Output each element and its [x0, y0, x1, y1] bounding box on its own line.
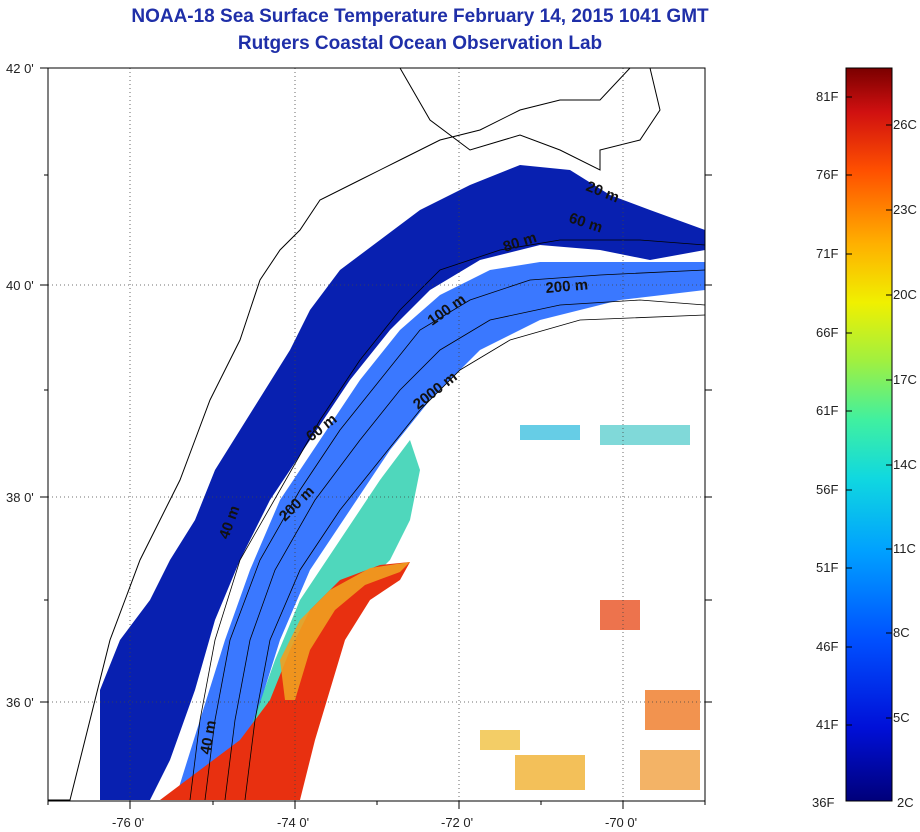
lon-label: -74 0' [277, 815, 309, 830]
cb-f-label: 81F [816, 89, 839, 104]
contour-label: 40 m [197, 719, 220, 756]
latitude-labels: 42 0' 40 0' 38 0' 36 0' [6, 61, 34, 710]
cb-c-label: 11C [893, 541, 916, 556]
cb-f-label: 36F [812, 795, 835, 810]
contour-label: 200 m [545, 276, 589, 297]
cb-c-label: 5C [893, 710, 910, 725]
cb-f-label: 56F [816, 482, 839, 497]
cb-f-label: 71F [816, 246, 839, 261]
mid-shelf-water [175, 262, 705, 800]
map-subtitle: Rutgers Coastal Ocean Observation Lab [237, 33, 603, 54]
lon-label: -72 0' [441, 815, 473, 830]
cb-f-label: 66F [816, 325, 839, 340]
cb-f-label: 46F [816, 639, 839, 654]
depth-contours [189, 239, 705, 801]
cb-f-label: 76F [816, 167, 839, 182]
lat-label: 40 0' [6, 278, 34, 293]
cb-c-label: 14C [893, 457, 917, 472]
map-title: NOAA-18 Sea Surface Temperature February… [131, 6, 709, 27]
colorbar [845, 67, 893, 802]
lat-label: 38 0' [6, 490, 34, 505]
shelf-water [100, 165, 705, 800]
lat-label: 36 0' [6, 695, 34, 710]
cb-c-label: 23C [893, 202, 917, 217]
offshore-warm-patches [480, 425, 700, 790]
axis-ticks [40, 67, 712, 809]
cb-f-label: 41F [816, 717, 839, 732]
cb-c-label: 26C [893, 117, 917, 132]
colorbar-ticks [846, 96, 892, 726]
cb-c-label: 8C [893, 625, 910, 640]
land-mass [48, 68, 705, 801]
cb-f-label: 51F [816, 560, 839, 575]
graticule [48, 68, 705, 801]
cb-f-label: 61F [816, 403, 839, 418]
cb-c-label: 2C [897, 795, 914, 810]
lon-label: -70 0' [605, 815, 637, 830]
longitude-labels: -76 0' -74 0' -72 0' -70 0' [112, 815, 637, 830]
gulf-stream-edge [280, 562, 410, 700]
lat-label: 42 0' [6, 61, 34, 76]
cb-c-label: 20C [893, 287, 917, 302]
lon-label: -76 0' [112, 815, 144, 830]
cb-c-label: 17C [893, 372, 917, 387]
